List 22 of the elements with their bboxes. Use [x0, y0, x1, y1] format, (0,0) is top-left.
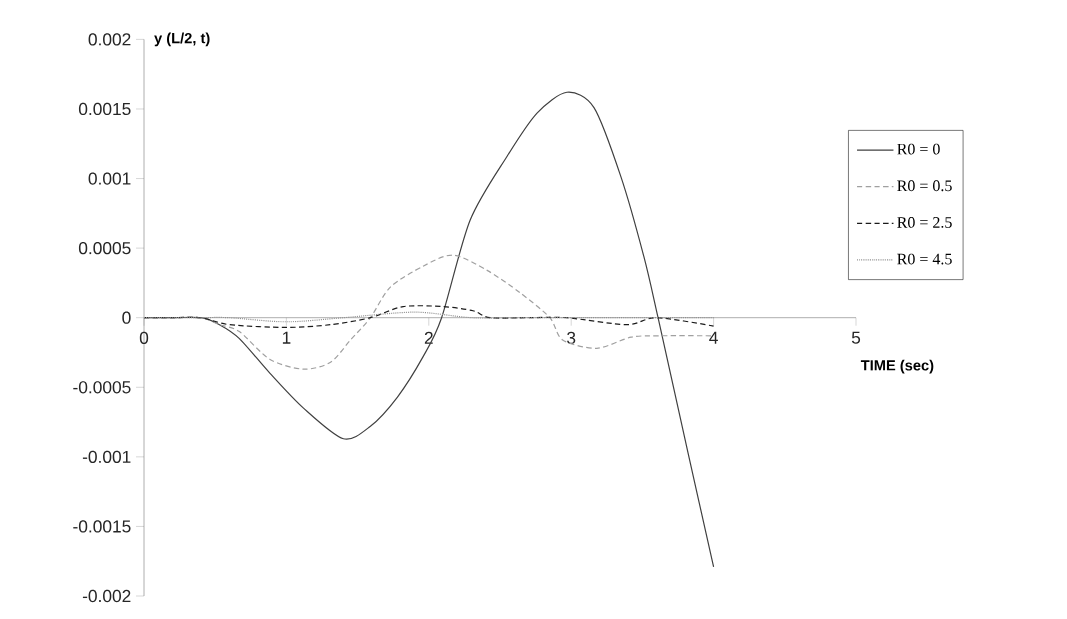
x-tick-label: 0 — [139, 331, 149, 345]
y-axis-title: y (L/2, t) — [154, 32, 210, 47]
y-tick-label: 0.001 — [88, 172, 131, 185]
line-series — [144, 305, 715, 329]
legend-label: R0 = 2.5 — [897, 217, 952, 228]
y-tick-label: 0.002 — [88, 33, 131, 46]
y-tick-label: 0 — [122, 311, 131, 324]
x-axis-title: TIME (sec) — [860, 359, 934, 374]
y-tick-label: -0.001 — [82, 450, 131, 463]
x-tick-label: 3 — [567, 331, 576, 345]
y-tick-label: -0.002 — [82, 589, 131, 603]
legend-label: R0 = 0 — [897, 143, 940, 155]
x-tick-label: 2 — [424, 331, 433, 344]
x-tick-label: 1 — [282, 331, 291, 344]
x-tick-label: 4 — [709, 331, 718, 344]
y-tick-label: 0.0015 — [78, 102, 131, 116]
y-tick-label: -0.0015 — [73, 520, 131, 533]
x-tick-label: 5 — [851, 331, 861, 344]
legend-label: R0 = 4.5 — [897, 253, 952, 265]
y-tick-label: 0.0005 — [78, 241, 131, 255]
legend-label: R0 = 0.5 — [897, 180, 952, 192]
y-tick-label: -0.0005 — [73, 381, 131, 394]
